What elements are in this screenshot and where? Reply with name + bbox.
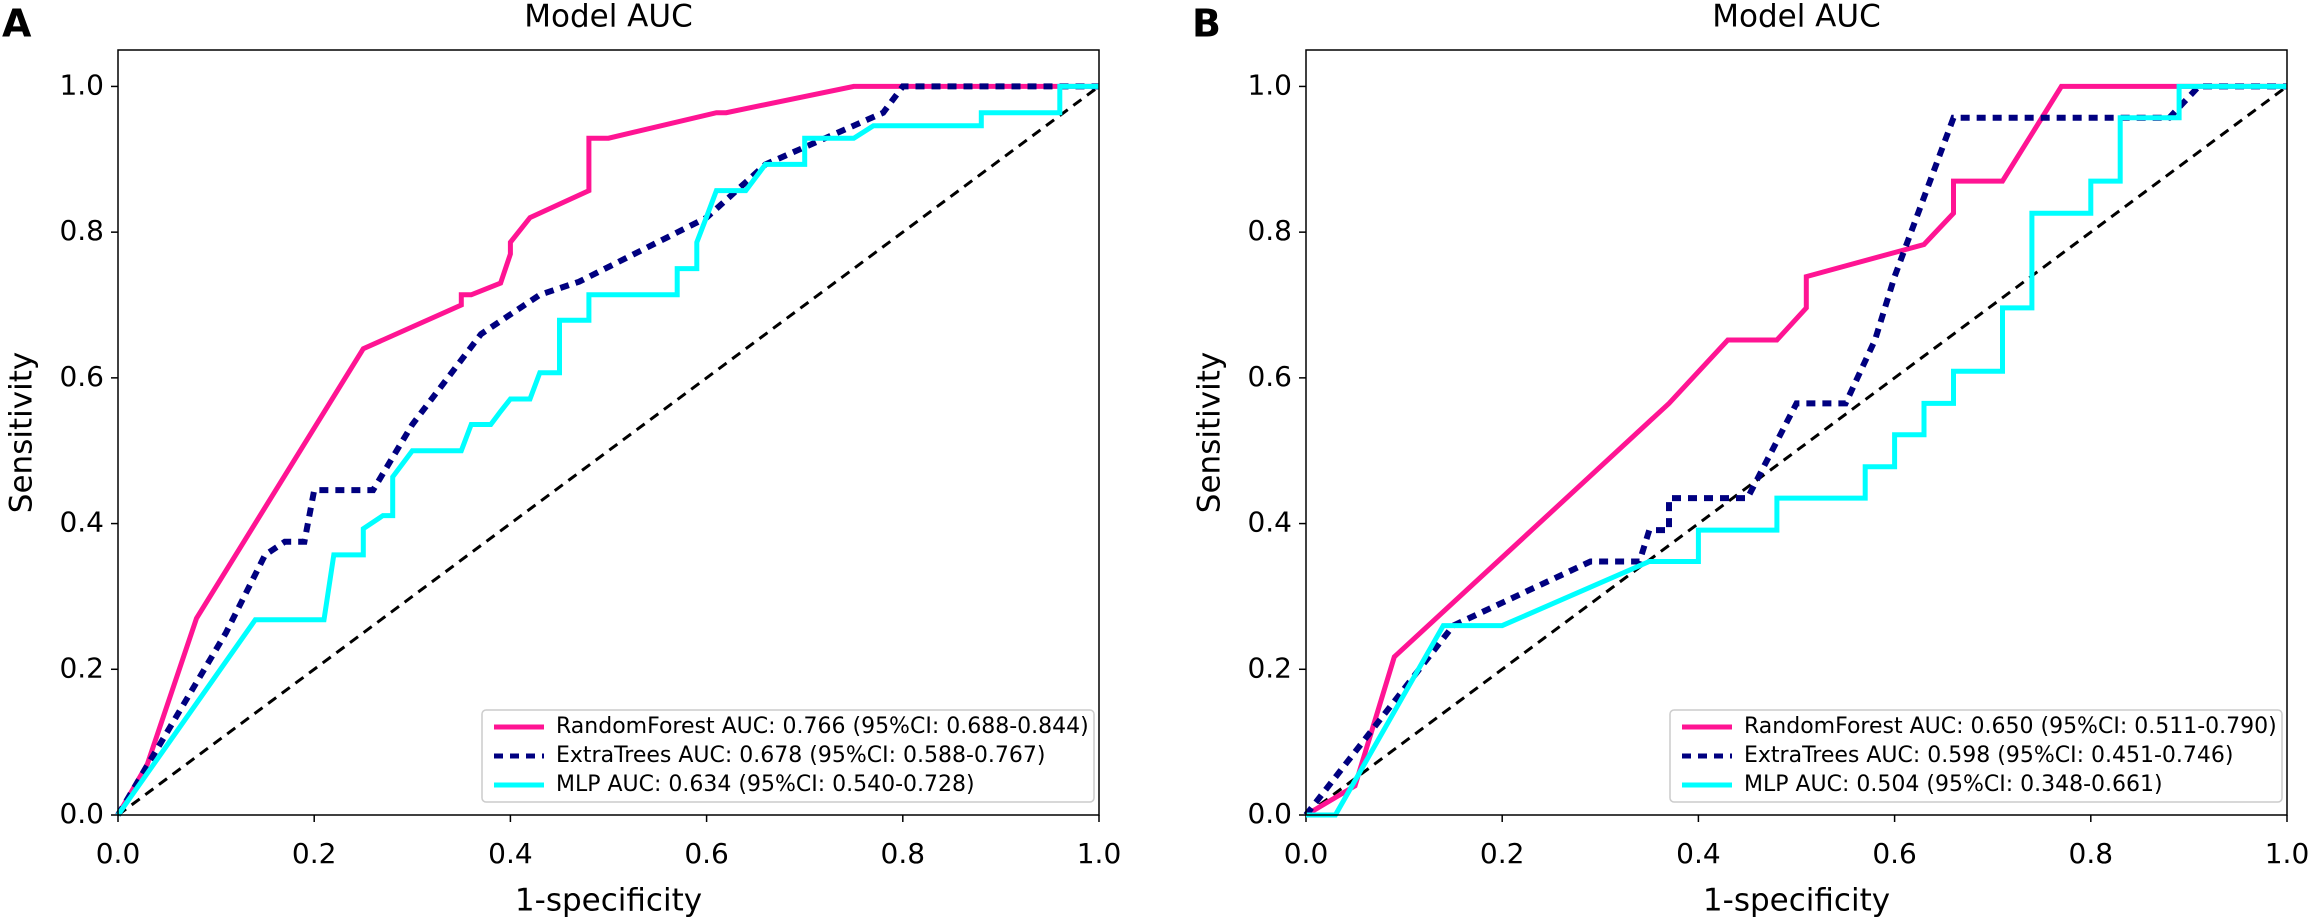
y-tick-label: 0.0 (59, 797, 104, 830)
plot-frame (117, 49, 1100, 816)
legend-box (1669, 709, 2283, 803)
y-tick-label: 0.8 (59, 214, 104, 247)
x-tick-label: 0.6 (684, 837, 729, 870)
x-tick-label: 0.0 (96, 837, 141, 870)
x-tick-label: 0.4 (1676, 837, 1721, 870)
reference-diagonal (117, 85, 1100, 817)
legend-label: MLP AUC: 0.634 (95%CI: 0.540-0.728) (556, 772, 975, 797)
x-axis-label: 1-specificity (515, 883, 702, 919)
x-tick-label: 0.2 (292, 837, 337, 870)
y-axis-label: Sensitivity (4, 352, 40, 513)
x-tick-label: 1.0 (2265, 837, 2310, 870)
y-tick-label: 0.2 (1247, 651, 1292, 684)
y-tick-label: 0.8 (1247, 214, 1292, 247)
panel-label: B (1192, 2, 1221, 46)
x-axis-label: 1-specificity (1703, 883, 1890, 919)
plot-frame (1305, 49, 2288, 816)
y-tick-label: 0.2 (59, 651, 104, 684)
y-tick-label: 0.4 (59, 506, 104, 539)
y-tick-label: 0.6 (59, 360, 104, 393)
roc-line (1306, 83, 2287, 818)
x-tick-label: 0.8 (881, 837, 926, 870)
x-tick-label: 0.8 (2069, 837, 2114, 870)
y-tick-label: 1.0 (1247, 68, 1292, 101)
legend-label: RandomForest AUC: 0.766 (95%CI: 0.688-0.… (556, 714, 1089, 739)
y-tick-label: 0.6 (1247, 360, 1292, 393)
legend-label: ExtraTrees AUC: 0.678 (95%CI: 0.588-0.76… (556, 743, 1045, 768)
reference-diagonal (1305, 85, 2288, 817)
panel-label: A (2, 2, 32, 46)
chart-title: Model AUC (524, 0, 692, 35)
roc-line (1303, 83, 2287, 817)
legend-label: MLP AUC: 0.504 (95%CI: 0.348-0.661) (1744, 772, 2163, 797)
legend-label: RandomForest AUC: 0.650 (95%CI: 0.511-0.… (1744, 714, 2277, 739)
legend-label: ExtraTrees AUC: 0.598 (95%CI: 0.451-0.74… (1744, 743, 2233, 768)
y-tick-label: 1.0 (59, 68, 104, 101)
roc-line (115, 83, 1099, 817)
y-tick-label: 0.4 (1247, 506, 1292, 539)
x-tick-label: 0.6 (1872, 837, 1917, 870)
y-tick-label: 0.0 (1247, 797, 1292, 830)
x-tick-label: 1.0 (1077, 837, 1122, 870)
chart-title: Model AUC (1712, 0, 1880, 35)
x-tick-label: 0.4 (488, 837, 533, 870)
y-axis-label: Sensitivity (1192, 352, 1228, 513)
roc-line (115, 83, 1099, 817)
chart-panel: A Model AUC 1-specificity Sensitivity 0.0 0.2… (2, 0, 1121, 919)
x-tick-label: 0.2 (1480, 837, 1525, 870)
chart-panel: B Model AUC 1-specificity Sensitivity 0.0 0.2… (1192, 0, 2310, 919)
x-tick-label: 0.0 (1284, 837, 1329, 870)
legend-box (481, 709, 1095, 803)
